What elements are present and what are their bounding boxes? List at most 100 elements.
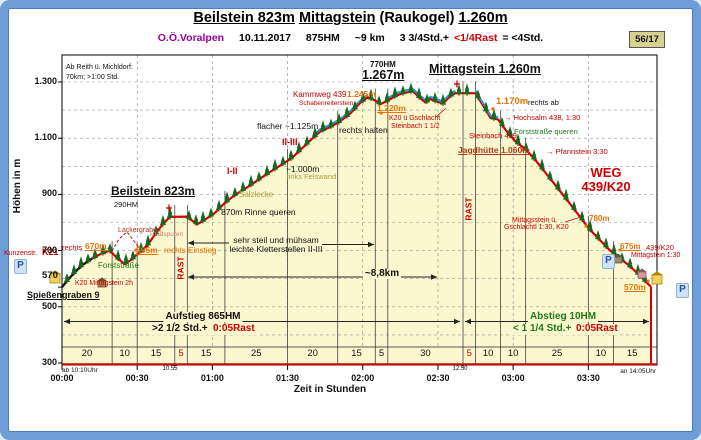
x-tick-label: 00:30 bbox=[125, 373, 149, 383]
chart-annotation: 1.170m bbox=[496, 95, 529, 107]
tree-icon bbox=[328, 118, 334, 128]
tree-icon bbox=[376, 95, 382, 105]
tree-icon bbox=[138, 241, 144, 252]
chart-annotation: 570m bbox=[624, 281, 646, 292]
chart-annotation: 695m bbox=[136, 245, 158, 255]
arrowhead-right bbox=[643, 318, 649, 325]
chart-annotation: 290HM bbox=[114, 200, 139, 209]
date-label: 10.11.2017 bbox=[239, 32, 291, 44]
chart-annotation: Steinbach 1 1/2 bbox=[391, 122, 440, 130]
tree-trunk bbox=[117, 259, 119, 262]
chart-annotation: >2 1/2 Std.+ bbox=[150, 323, 210, 335]
tree-trunk bbox=[541, 169, 543, 171]
tree-trunk bbox=[501, 125, 503, 128]
tree-trunk bbox=[434, 101, 436, 104]
x-tick-label: 03:00 bbox=[501, 373, 525, 383]
chart-annotation: ~8,8km bbox=[362, 267, 402, 279]
waypoint-dot bbox=[618, 248, 622, 252]
tree-trunk bbox=[266, 174, 268, 177]
chart-annotation: Salzlecke bbox=[239, 190, 274, 199]
x-tick-label: 00:00 bbox=[50, 373, 74, 383]
tree-icon bbox=[153, 225, 159, 235]
tree-icon bbox=[400, 85, 406, 95]
tree-icon bbox=[107, 242, 113, 252]
chart-annotation: 675m bbox=[620, 242, 641, 251]
tree-trunk bbox=[493, 119, 495, 122]
chart-annotation: 870m Rinne queren bbox=[221, 206, 296, 217]
tree-trunk bbox=[517, 144, 519, 147]
chart-annotation: ~1.000m bbox=[286, 163, 320, 174]
title-raukogel: (Raukogel) bbox=[379, 10, 455, 26]
tree-icon bbox=[547, 170, 553, 180]
chart-annotation: 12:50 bbox=[452, 366, 468, 372]
tree-trunk bbox=[290, 159, 292, 161]
chart-annotation: 1.245m bbox=[347, 89, 376, 99]
hut-roof-icon bbox=[637, 268, 647, 272]
tree-icon bbox=[499, 116, 505, 126]
tree-trunk bbox=[386, 101, 388, 104]
tree-trunk bbox=[132, 259, 134, 261]
chart-annotation: → Hochsalm 438, 1:30 bbox=[504, 112, 581, 122]
tree-trunk bbox=[73, 274, 75, 276]
chart-annotation: flacher ~1.125m bbox=[257, 120, 319, 131]
tree-trunk bbox=[250, 185, 252, 188]
tree-trunk bbox=[565, 199, 567, 202]
tree-icon bbox=[563, 188, 569, 200]
walk-time-label: 3 3/4Std.+ bbox=[399, 32, 450, 44]
tree-icon bbox=[64, 272, 70, 282]
chart-annotation: Spießengraben 9 bbox=[27, 290, 100, 300]
tree-trunk bbox=[188, 219, 190, 221]
tree-icon bbox=[531, 149, 537, 160]
hut-icon bbox=[651, 274, 663, 285]
chart-annotation: 780m bbox=[589, 214, 610, 223]
chart-annotation: 670m. bbox=[85, 240, 110, 251]
arrowhead-right bbox=[368, 241, 374, 248]
chart-annotation: RAST bbox=[463, 197, 474, 221]
parking-icon: P bbox=[602, 254, 615, 269]
segment-duration-label: 30 bbox=[420, 348, 431, 359]
hut-icon bbox=[613, 256, 623, 264]
tree-icon bbox=[200, 210, 206, 222]
chart-annotation: Pfadspuren bbox=[150, 230, 184, 238]
segment-duration-label: 20 bbox=[81, 348, 93, 359]
tree-icon bbox=[344, 106, 350, 118]
chart-annotation: I-II bbox=[227, 165, 238, 176]
tree-icon bbox=[448, 87, 454, 97]
segment-duration-label: 20 bbox=[307, 348, 318, 359]
tree-icon bbox=[71, 264, 77, 275]
segment-duration-label: 25 bbox=[551, 348, 563, 359]
chart-annotation: an 14:05Uhr bbox=[620, 367, 656, 375]
label-connector bbox=[435, 107, 447, 118]
chart-annotation: Steinbach 439 bbox=[469, 130, 517, 140]
y-tick-label: 1.100 bbox=[34, 132, 57, 143]
chart-annotation: Kunzenstr. bbox=[4, 250, 38, 257]
tree-trunk bbox=[378, 104, 380, 106]
x-tick-label: 03:30 bbox=[576, 373, 600, 383]
tree-icon bbox=[515, 133, 521, 145]
tree-trunk bbox=[94, 257, 96, 260]
tree-trunk bbox=[573, 209, 575, 212]
chart-annotation: Gschlachtl 1:30, K20 bbox=[504, 224, 569, 231]
tree-trunk bbox=[589, 230, 591, 233]
tour-summary: O.Ö.Voralpen 10.11.2017 875HM ~9 km 3 3/… bbox=[0, 32, 701, 44]
tree-icon bbox=[555, 179, 561, 190]
arrowhead-right bbox=[431, 274, 437, 280]
tree-icon bbox=[208, 207, 214, 217]
chart-annotation: rechts halten bbox=[339, 124, 388, 135]
chart-annotation: Ab Reith ü. Michldorf: bbox=[66, 64, 133, 71]
elevation-area-fill bbox=[62, 91, 651, 365]
hut-roof-icon bbox=[49, 270, 61, 274]
tree-trunk bbox=[202, 221, 204, 224]
tree-icon bbox=[491, 108, 497, 120]
tree-icon bbox=[256, 171, 262, 181]
tree-icon bbox=[240, 180, 246, 191]
tree-trunk bbox=[162, 224, 164, 227]
tree-icon bbox=[123, 253, 129, 265]
tree-icon bbox=[100, 243, 106, 255]
tree-icon bbox=[280, 155, 286, 165]
waypoint-dot bbox=[491, 107, 495, 111]
tree-icon bbox=[312, 127, 318, 138]
segment-duration-label: 15 bbox=[626, 348, 638, 359]
title-height: 1.260m bbox=[458, 10, 508, 26]
